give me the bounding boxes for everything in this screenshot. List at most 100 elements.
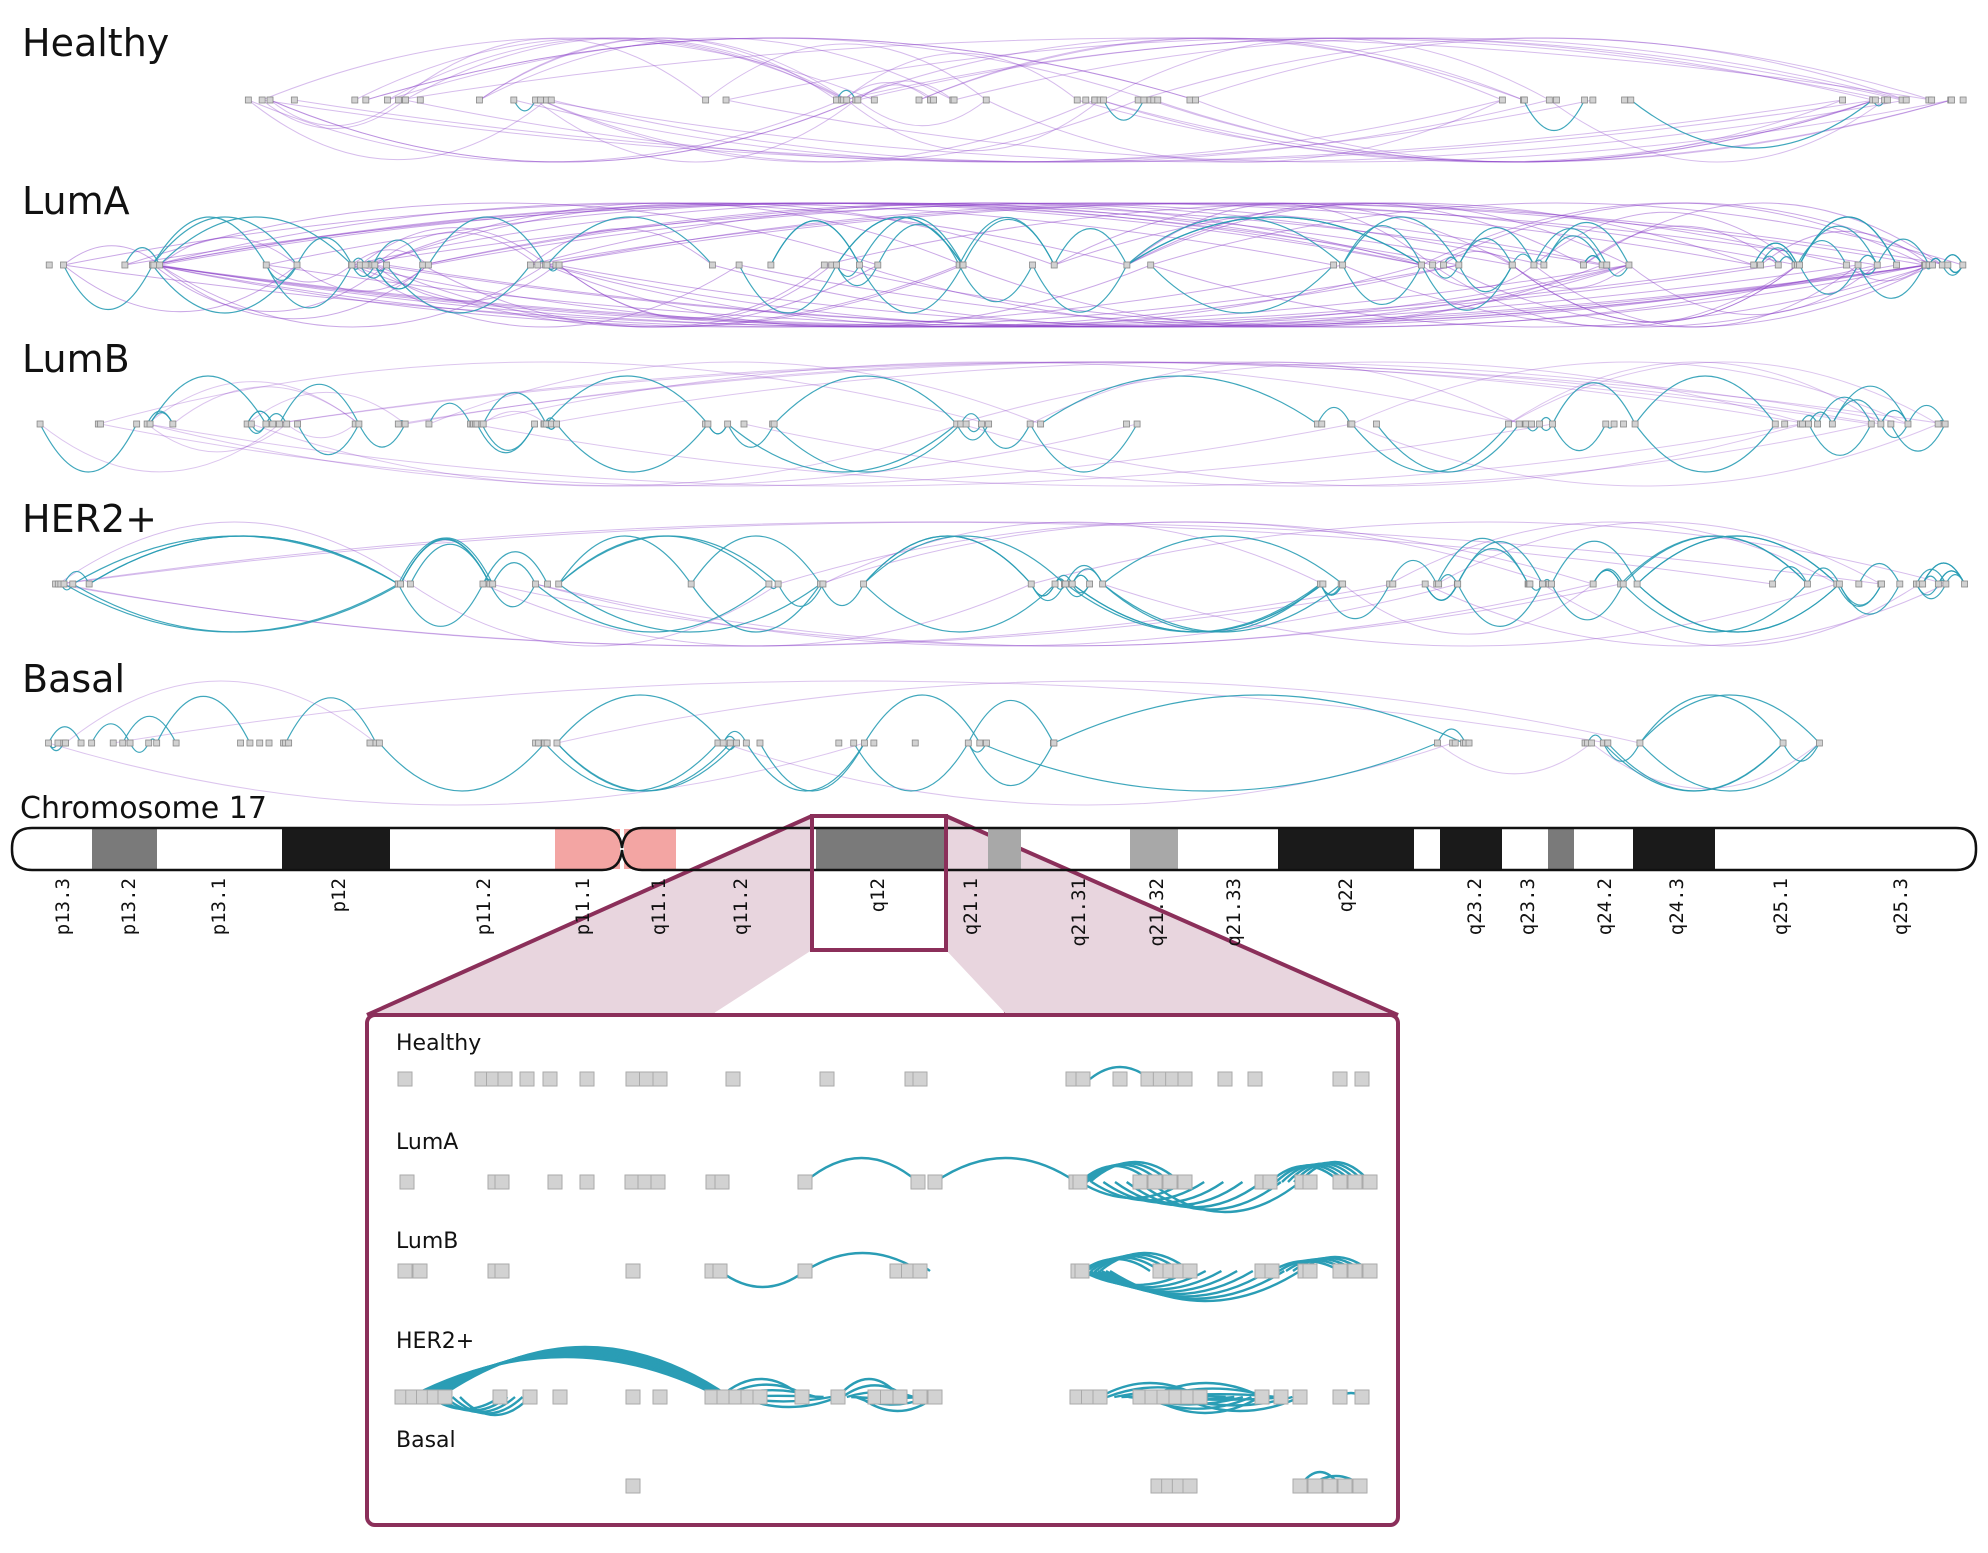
inset-gene-box xyxy=(1217,1071,1233,1087)
inter-arc xyxy=(63,245,160,266)
gene-box xyxy=(1621,96,1628,104)
inter-arc xyxy=(1436,521,1882,585)
intra-arc xyxy=(1102,583,1321,633)
inter-arc xyxy=(725,99,1952,163)
inset-gene-box xyxy=(1182,1263,1198,1279)
gene-box xyxy=(402,96,409,104)
inter-arc xyxy=(857,99,987,127)
inter-arc xyxy=(1511,264,1630,289)
intra-arc xyxy=(152,216,298,266)
inter-arc xyxy=(743,423,1872,487)
inset-gene-box xyxy=(579,1174,595,1190)
gene-box xyxy=(861,739,868,747)
gene-box xyxy=(1828,420,1836,428)
gene-box xyxy=(1186,96,1194,104)
gene-box xyxy=(416,96,424,104)
inter-arc xyxy=(153,264,387,312)
inset-gene-box xyxy=(652,1389,668,1405)
inset-gene-box xyxy=(1292,1478,1308,1494)
band-p12 xyxy=(282,829,390,869)
intra-arc xyxy=(1836,583,1883,607)
inter-arc xyxy=(1508,361,1882,425)
inter-arc xyxy=(1150,202,1963,266)
inset-gene-box xyxy=(1352,1478,1368,1494)
inset-gene-box xyxy=(552,1389,568,1405)
inter-arc xyxy=(1149,99,1876,163)
inset-gene-box xyxy=(712,1263,728,1279)
intra-arc xyxy=(397,583,484,627)
gene-box xyxy=(169,420,177,428)
inter-arc xyxy=(1443,264,1933,328)
gene-box xyxy=(742,739,750,747)
inset-gene-box xyxy=(1332,1389,1348,1405)
inter-arc xyxy=(60,583,1393,647)
gene-box xyxy=(1330,261,1338,269)
gene-box xyxy=(269,420,277,428)
inter-arc xyxy=(986,99,1503,163)
inset-gene-box xyxy=(912,1389,928,1405)
intra-arc xyxy=(372,239,424,266)
gene-box xyxy=(77,739,85,747)
arcs xyxy=(55,521,1966,647)
intra-arc xyxy=(358,423,406,448)
inter-arc xyxy=(1031,521,1947,585)
inter-arc xyxy=(956,361,1809,425)
inter-arc xyxy=(159,264,429,320)
gene-box xyxy=(1805,420,1813,428)
intra-arc xyxy=(836,216,964,266)
inter-arc xyxy=(546,202,1948,266)
gene-box xyxy=(401,420,409,428)
inset-gene-boxes xyxy=(394,1389,1370,1405)
gene-box xyxy=(702,96,710,104)
intra-arc xyxy=(858,264,964,314)
inset-gene-box xyxy=(797,1263,813,1279)
track-body-basal xyxy=(45,680,1823,806)
gene-box xyxy=(870,739,878,747)
inset-gene-box xyxy=(437,1389,453,1405)
inter-arc xyxy=(351,202,1433,266)
intra-arc xyxy=(48,726,82,744)
inter-arc xyxy=(1153,99,1876,163)
inset-gene-box xyxy=(494,1263,510,1279)
band-label-q21-31: q21.31 xyxy=(1068,878,1090,947)
gene-box xyxy=(1636,739,1644,747)
intra-arc xyxy=(1922,562,1966,585)
intra-arc xyxy=(39,423,138,473)
gene-box xyxy=(1526,580,1534,588)
inter-arc xyxy=(63,264,1761,328)
gene-box xyxy=(835,739,843,747)
gene-box xyxy=(1530,261,1538,269)
inter-arc xyxy=(269,99,399,127)
inset-gene-box xyxy=(797,1174,813,1190)
gene-box xyxy=(1873,261,1881,269)
inter-arc xyxy=(410,583,779,647)
gene-box xyxy=(1505,420,1512,428)
inter-arc xyxy=(546,264,1630,328)
intra-arc xyxy=(1543,222,1630,266)
gene-box xyxy=(266,96,274,104)
intra-arc xyxy=(836,264,879,286)
inter-arc xyxy=(374,202,963,266)
band-label-q11-2: q11.2 xyxy=(730,878,752,935)
inter-arc xyxy=(843,37,1903,101)
gene-box xyxy=(384,96,391,104)
inter-arc xyxy=(1150,264,1933,328)
ideogram: Chromosome 17 p13.3 p13.2 p13.1 p12 p11.2 p11… xyxy=(10,791,1978,952)
inset-gene-box xyxy=(1332,1174,1348,1190)
gene-box xyxy=(547,96,555,104)
gene-box xyxy=(1934,420,1942,428)
gene-boxes xyxy=(244,96,1967,104)
inter-arc xyxy=(55,583,1426,647)
inter-arc xyxy=(1511,264,1798,323)
gene-boxes xyxy=(52,580,1968,588)
gene-box xyxy=(156,261,164,269)
gene-box xyxy=(1799,420,1806,428)
gene-box xyxy=(1604,739,1612,747)
inset-gene-box xyxy=(1354,1389,1370,1405)
intra-arc xyxy=(476,423,536,454)
gene-box xyxy=(1133,420,1141,428)
intra-arc xyxy=(1907,405,1946,425)
intra-arc xyxy=(1620,535,1808,585)
inter-arc xyxy=(540,99,1096,163)
